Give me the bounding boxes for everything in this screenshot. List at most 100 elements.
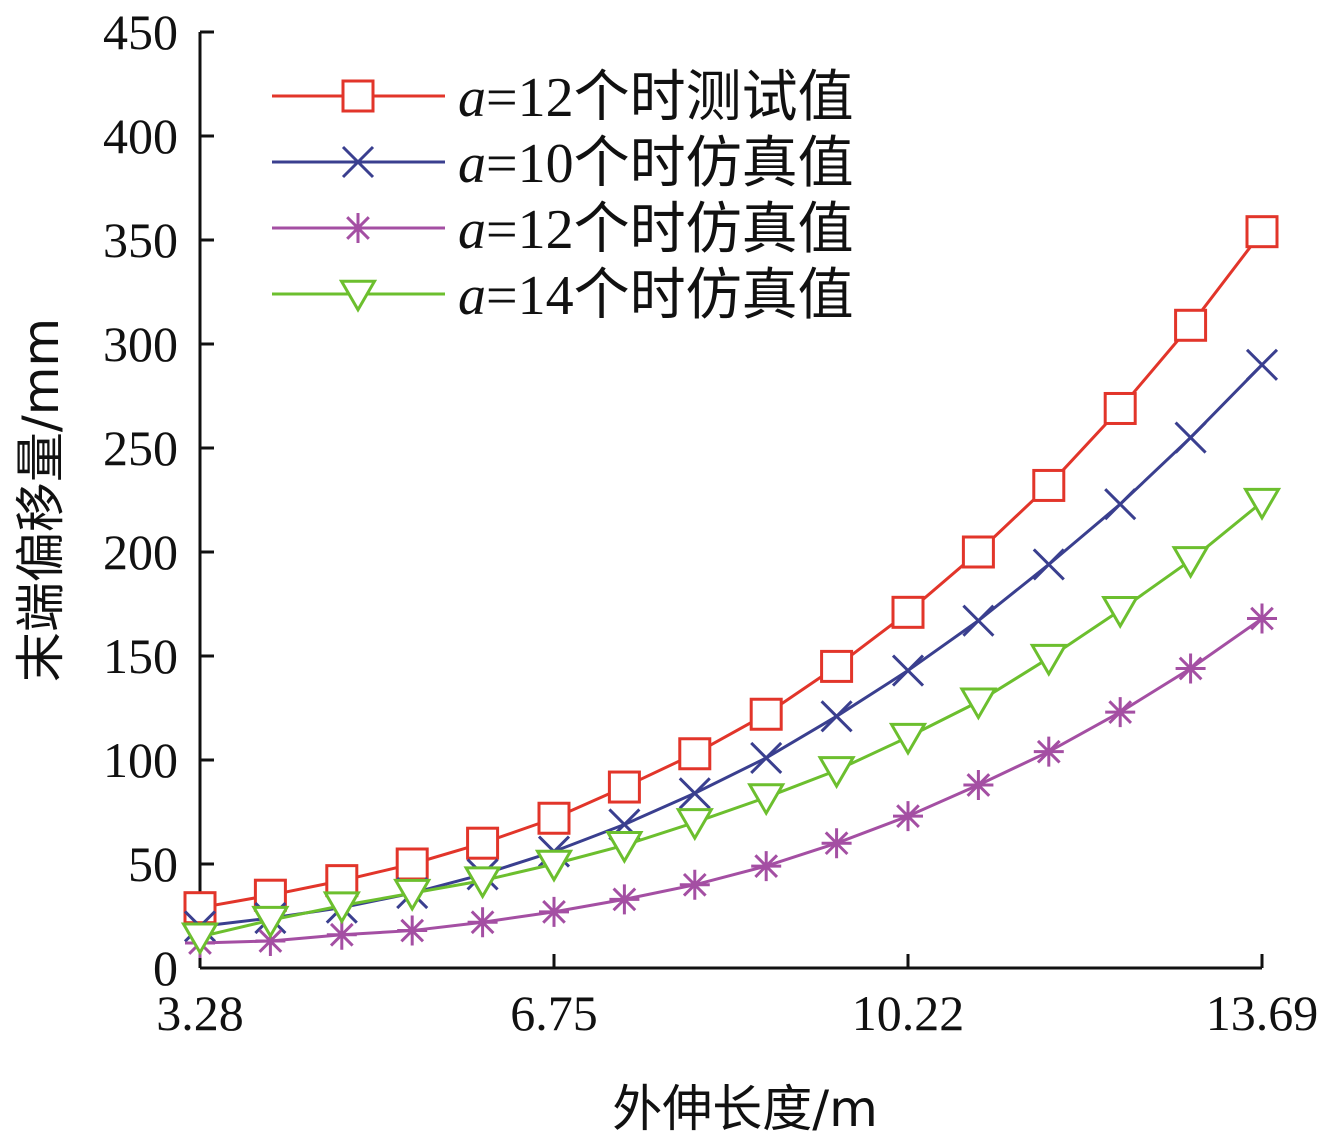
- asterisk-marker: [255, 925, 286, 956]
- y-tick-label: 0: [153, 940, 178, 996]
- legend-item: a=14个时仿真值: [272, 265, 854, 327]
- x-marker: [820, 700, 853, 733]
- x-marker: [891, 654, 925, 687]
- y-tick-label: 300: [103, 316, 178, 372]
- asterisk-marker: [397, 915, 428, 946]
- x-tick-label: 6.75: [510, 985, 598, 1041]
- legend-label-prefix: a: [458, 199, 486, 261]
- square-marker: [1174, 308, 1208, 342]
- legend-label-suffix: =12个时测试值: [486, 67, 854, 129]
- legend-label: a=10个时仿真值: [458, 133, 854, 195]
- legend-label: a=14个时仿真值: [458, 265, 854, 327]
- asterisk-marker: [751, 851, 782, 882]
- y-tick-label: 200: [103, 524, 178, 580]
- x-marker: [962, 604, 995, 637]
- square-marker: [1245, 215, 1279, 249]
- triangle-down-marker: [463, 866, 502, 900]
- series-layer: [180, 215, 1282, 959]
- legend-label-suffix: =10个时仿真值: [486, 133, 854, 195]
- y-tick-label: 100: [103, 732, 178, 788]
- triangle-down-marker: [1171, 546, 1210, 580]
- square-marker: [891, 595, 925, 629]
- legend-label-suffix: =14个时仿真值: [486, 265, 854, 327]
- legend-item: a=10个时仿真值: [272, 133, 854, 195]
- square-marker: [537, 801, 571, 835]
- axes: [198, 32, 1262, 970]
- y-tick-label: 150: [103, 628, 178, 684]
- legend-item: a=12个时仿真值: [272, 199, 854, 261]
- series-4: [180, 487, 1282, 956]
- asterisk-marker: [679, 869, 710, 900]
- square-marker: [466, 826, 500, 860]
- asterisk-marker: [609, 884, 640, 915]
- y-ticks: 0 50 100 150 200 250 300 350 400 450: [103, 4, 214, 996]
- asterisk-marker: [1175, 653, 1206, 684]
- triangle-down-marker: [605, 831, 644, 865]
- triangle-down-marker: [338, 279, 378, 313]
- asterisk-marker: [963, 769, 994, 800]
- x-ticks: 3.28 6.75 10.22 13.69: [156, 954, 1318, 1041]
- series-line: [199, 500, 1263, 939]
- triangle-down-marker: [675, 808, 714, 842]
- series-line: [199, 617, 1263, 945]
- asterisk-marker: [539, 896, 569, 927]
- x-tick-label: 3.28: [156, 985, 244, 1041]
- asterisk-marker: [467, 907, 498, 938]
- triangle-down-marker: [322, 891, 361, 925]
- triangle-down-marker: [534, 849, 574, 883]
- legend-label: a=12个时测试值: [458, 67, 854, 129]
- triangle-down-marker: [959, 687, 998, 721]
- series-2: [183, 348, 1279, 943]
- square-marker: [325, 864, 359, 898]
- x-marker: [1245, 348, 1279, 381]
- asterisk-marker: [1247, 603, 1277, 634]
- legend-label: a=12个时仿真值: [458, 199, 854, 261]
- x-marker: [1032, 548, 1065, 581]
- x-marker: [341, 145, 375, 179]
- triangle-down-marker: [747, 783, 786, 817]
- triangle-down-marker: [817, 756, 856, 790]
- square-marker: [341, 79, 375, 113]
- triangle-down-marker: [888, 722, 928, 756]
- square-marker: [749, 697, 783, 731]
- x-marker: [1104, 488, 1137, 521]
- square-marker: [607, 770, 641, 804]
- x-tick-label: 10.22: [852, 985, 965, 1041]
- triangle-down-marker: [1101, 595, 1140, 629]
- x-marker: [678, 777, 711, 810]
- x-marker: [750, 741, 783, 774]
- x-marker: [1174, 421, 1207, 454]
- square-marker: [253, 878, 287, 912]
- square-marker: [678, 737, 712, 771]
- square-marker: [183, 891, 217, 925]
- asterisk-marker: [893, 801, 923, 832]
- y-tick-label: 350: [103, 212, 178, 268]
- asterisk-marker: [326, 919, 357, 950]
- x-axis-title: 外伸长度/m: [612, 1080, 878, 1138]
- series-3: [185, 603, 1277, 959]
- series-line: [199, 363, 1264, 928]
- square-marker: [1103, 391, 1137, 425]
- asterisk-marker: [821, 828, 852, 859]
- square-marker: [1032, 468, 1066, 502]
- triangle-down-marker: [1029, 643, 1068, 677]
- y-axis-title: 末端偏移量/mm: [12, 318, 70, 682]
- y-tick-label: 50: [128, 836, 178, 892]
- asterisk-marker: [343, 213, 373, 243]
- y-tick-label: 450: [103, 4, 178, 60]
- series-line: [199, 230, 1264, 910]
- square-marker: [820, 649, 854, 683]
- square-marker: [961, 535, 995, 569]
- x-tick-label: 13.69: [1206, 985, 1319, 1041]
- series-1: [183, 215, 1279, 925]
- legend-label-suffix: =12个时仿真值: [486, 199, 854, 261]
- legend-item: a=12个时测试值: [272, 67, 854, 129]
- asterisk-marker: [1033, 736, 1064, 767]
- legend-label-prefix: a: [458, 265, 486, 327]
- triangle-down-marker: [393, 878, 432, 912]
- square-marker: [395, 847, 429, 881]
- triangle-down-marker: [251, 905, 290, 939]
- asterisk-marker: [1105, 697, 1136, 728]
